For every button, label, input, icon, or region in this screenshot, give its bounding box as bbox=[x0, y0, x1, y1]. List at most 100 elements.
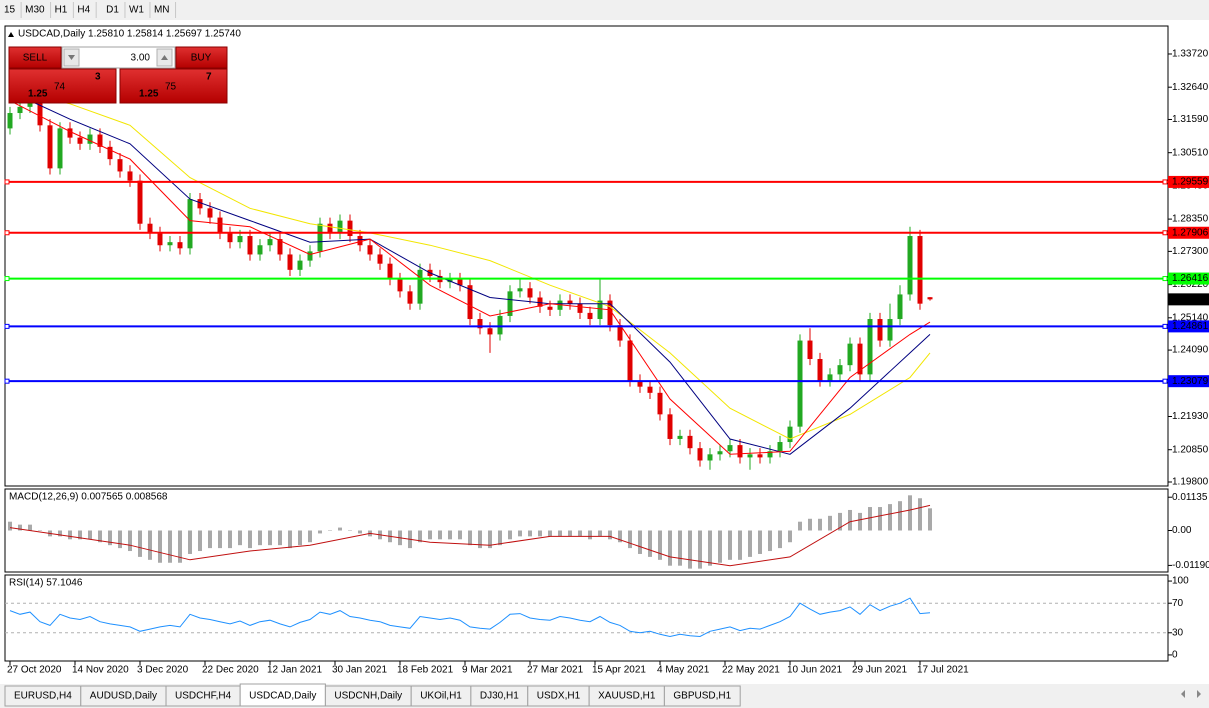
x-tick-label: 12 Jan 2021 bbox=[267, 665, 322, 676]
candle-body bbox=[217, 217, 223, 233]
level-handle bbox=[1162, 230, 1168, 236]
y-tick-label: 100 bbox=[1172, 576, 1189, 587]
candle-body bbox=[657, 392, 663, 415]
tab-scroll-right[interactable] bbox=[1197, 690, 1201, 698]
candle-body bbox=[907, 236, 913, 295]
candle-body bbox=[717, 451, 723, 455]
level-label: 1.26416 bbox=[1172, 273, 1209, 284]
tab-label[interactable]: USDCNH,Daily bbox=[334, 691, 402, 702]
tab-label[interactable]: USDCAD,Daily bbox=[249, 691, 316, 702]
candle-body bbox=[577, 303, 583, 313]
candle-body bbox=[207, 208, 213, 218]
signal-line bbox=[9, 504, 931, 567]
candle-body bbox=[357, 236, 363, 246]
macd-bar bbox=[458, 530, 462, 540]
macd-bar bbox=[748, 530, 752, 557]
candle-body bbox=[227, 232, 233, 243]
timeframe-button[interactable]: 15 bbox=[4, 5, 16, 16]
tab-label[interactable]: USDCHF,H4 bbox=[175, 691, 232, 702]
timeframe-button[interactable]: W1 bbox=[129, 5, 144, 16]
macd-bar bbox=[628, 530, 632, 549]
macd-bar bbox=[178, 530, 182, 563]
x-tick-label: 4 May 2021 bbox=[657, 665, 710, 676]
moving-average bbox=[9, 100, 931, 455]
level-label: 1.27906 bbox=[1172, 227, 1209, 238]
buy-button[interactable] bbox=[175, 46, 228, 69]
candle-body bbox=[697, 448, 703, 461]
macd-bar bbox=[258, 530, 262, 546]
candle-body bbox=[27, 100, 33, 107]
macd-bar bbox=[858, 512, 862, 531]
y-tick-label: 1.21930 bbox=[1172, 411, 1209, 422]
y-tick-label: 1.25140 bbox=[1172, 312, 1209, 323]
candle-body bbox=[347, 220, 353, 237]
tab[interactable] bbox=[663, 685, 741, 707]
timeframe-button[interactable]: H1 bbox=[55, 5, 68, 16]
macd-bar bbox=[288, 530, 292, 549]
candle-body bbox=[287, 254, 293, 270]
level-handle bbox=[1162, 378, 1168, 384]
macd-bar bbox=[18, 524, 22, 531]
timeframe-button[interactable]: D1 bbox=[106, 5, 119, 16]
ask-price-sup: 7 bbox=[206, 72, 212, 83]
macd-bar bbox=[78, 530, 82, 540]
y-tick-label: 70 bbox=[1172, 598, 1184, 609]
candle-body bbox=[827, 374, 833, 381]
tab-label[interactable]: USDX,H1 bbox=[537, 691, 581, 702]
timeframe-button[interactable]: H4 bbox=[77, 5, 90, 16]
macd-bar bbox=[878, 507, 882, 531]
tab-label[interactable]: EURUSD,H4 bbox=[14, 691, 72, 702]
sell-button[interactable] bbox=[8, 46, 62, 69]
sell-label: SELL bbox=[23, 53, 48, 64]
macd-bar bbox=[468, 530, 472, 546]
candle-body bbox=[107, 146, 113, 160]
rsi-line bbox=[9, 597, 931, 638]
candle-body bbox=[887, 319, 893, 341]
macd-bar bbox=[898, 501, 902, 531]
macd-bar bbox=[128, 530, 132, 552]
macd-bar bbox=[88, 530, 92, 540]
macd-bar bbox=[708, 530, 712, 566]
timeframe-button[interactable]: M30 bbox=[25, 5, 45, 16]
candle-body bbox=[617, 325, 623, 341]
tab-label[interactable]: AUDUSD,Daily bbox=[90, 691, 157, 702]
current-price-bg bbox=[1168, 293, 1209, 306]
candle-body bbox=[867, 319, 873, 375]
x-tick-label: 17 Jul 2021 bbox=[917, 665, 969, 676]
candle-body bbox=[567, 300, 573, 304]
timeframe-button[interactable]: MN bbox=[154, 5, 170, 16]
candle-body bbox=[777, 442, 783, 452]
candle-body bbox=[877, 319, 883, 341]
tab-scroll-left[interactable] bbox=[1181, 690, 1185, 698]
candle-body bbox=[407, 291, 413, 304]
macd-bar bbox=[588, 530, 592, 540]
panel-frame bbox=[4, 574, 1169, 662]
candle-body bbox=[317, 223, 323, 252]
y-tick-label: 1.32640 bbox=[1172, 82, 1209, 93]
macd-bar bbox=[668, 530, 672, 566]
lot-spinner[interactable] bbox=[61, 46, 176, 69]
ui-layer: 15 M30 H1 H4 D1 W1 MN SELL 3.00 BUY 1.25 74 3 1.25 75 7… bbox=[4, 2, 1201, 707]
macd-bar bbox=[438, 530, 442, 540]
ask-price-box[interactable] bbox=[119, 68, 228, 104]
tab-label[interactable]: UKOil,H1 bbox=[420, 691, 462, 702]
macd-bar bbox=[348, 530, 352, 531]
candle-body bbox=[627, 340, 633, 381]
macd-bar bbox=[538, 530, 542, 537]
candle-body bbox=[57, 128, 63, 169]
candle-body bbox=[607, 300, 613, 326]
x-tick-label: 27 Mar 2021 bbox=[527, 665, 584, 676]
tab-label[interactable]: XAUUSD,H1 bbox=[598, 691, 656, 702]
bid-price-box[interactable] bbox=[8, 68, 117, 104]
macd-bar bbox=[758, 530, 762, 554]
x-tick-label: 27 Oct 2020 bbox=[7, 665, 62, 676]
x-tick-label: 10 Jun 2021 bbox=[787, 665, 842, 676]
macd-bar bbox=[908, 495, 912, 531]
tab-label[interactable]: DJ30,H1 bbox=[480, 691, 519, 702]
x-tick-label: 14 Nov 2020 bbox=[72, 665, 129, 676]
tab-label[interactable]: GBPUSD,H1 bbox=[673, 691, 731, 702]
y-tick-label: 1.24090 bbox=[1172, 345, 1209, 356]
candle-body bbox=[747, 454, 753, 458]
macd-bar bbox=[8, 521, 12, 531]
candle-body bbox=[757, 454, 763, 458]
